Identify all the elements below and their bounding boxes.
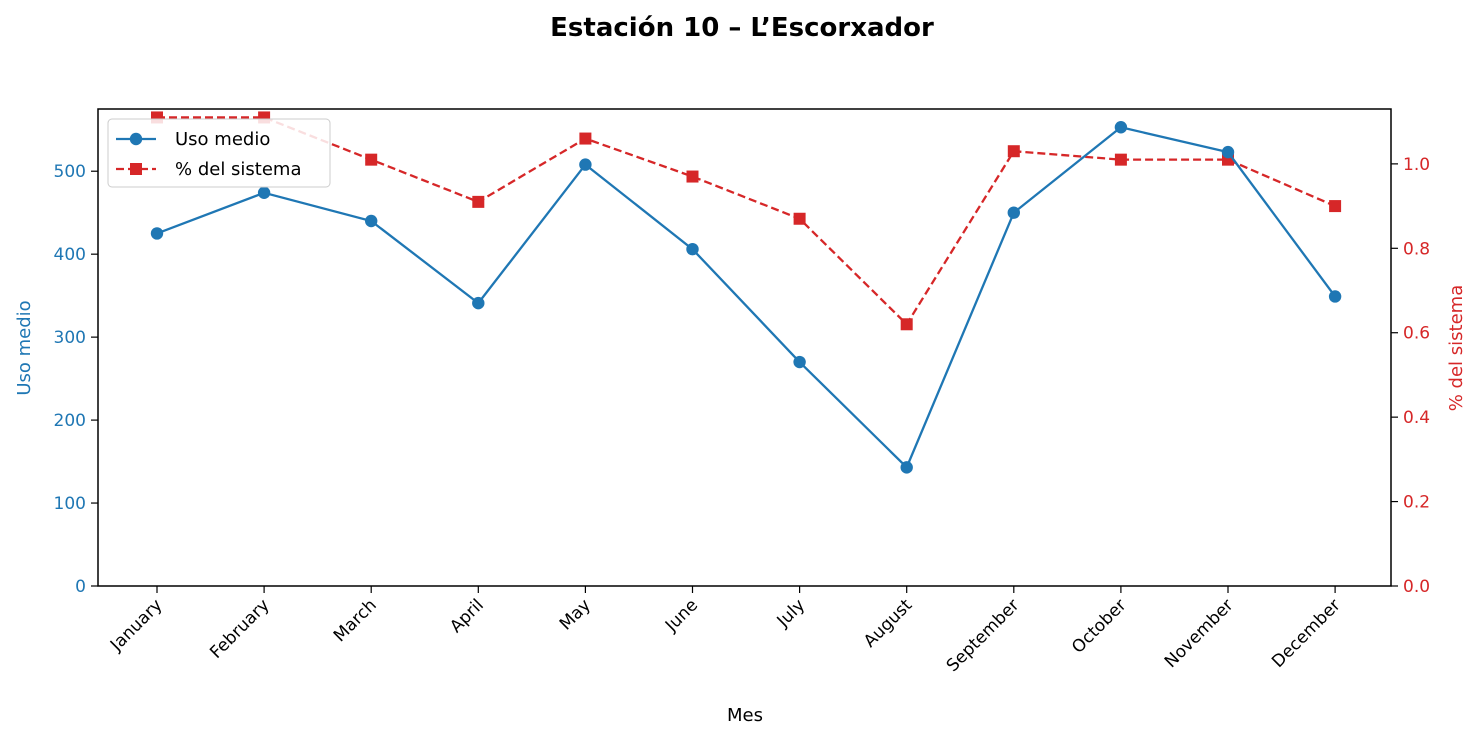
- chart-title: Estación 10 – L’Escorxador: [550, 13, 934, 43]
- y-left-tick-label: 200: [54, 411, 86, 431]
- x-tick-label: December: [1268, 595, 1344, 671]
- y-left-tick-label: 100: [54, 494, 86, 514]
- data-point: [1007, 145, 1020, 158]
- legend-marker: [129, 132, 143, 146]
- x-tick-label: April: [446, 595, 488, 637]
- data-point: [686, 242, 699, 256]
- y-right-tick-label: 1.0: [1403, 155, 1430, 175]
- x-tick-label: August: [860, 595, 916, 651]
- data-point: [579, 158, 592, 171]
- plot-area: [97, 108, 1392, 587]
- data-point: [900, 318, 913, 331]
- data-point: [1221, 145, 1235, 159]
- data-point: [472, 195, 485, 208]
- legend: Uso medio % del sistema: [107, 118, 331, 188]
- y-axis-left-label: Uso medio: [14, 300, 35, 395]
- x-tick-label: June: [661, 595, 702, 636]
- x-tick-label: November: [1161, 595, 1238, 672]
- series-1: [150, 121, 1342, 474]
- axes: January February March April May June July Augu…: [54, 155, 1431, 676]
- series-line: [156, 126, 1337, 470]
- data-point: [257, 186, 271, 199]
- data-point: [1114, 121, 1128, 134]
- legend-marker: [130, 163, 142, 175]
- legend-label: % del sistema: [175, 159, 302, 180]
- data-point: [900, 461, 913, 474]
- legend-box: [107, 118, 331, 188]
- y-right-tick-label: 0.4: [1403, 408, 1430, 428]
- series-layer: [150, 111, 1342, 474]
- data-point: [1328, 290, 1342, 303]
- data-point: [150, 227, 164, 240]
- data-point: [1114, 153, 1127, 166]
- legend-label: Uso medio: [175, 129, 270, 150]
- y-right-tick-label: 0.6: [1403, 324, 1430, 344]
- x-tick-label: March: [330, 595, 381, 646]
- data-point: [686, 170, 699, 183]
- data-point: [365, 153, 378, 166]
- data-point: [793, 355, 806, 369]
- x-tick-label: May: [556, 595, 595, 634]
- plot-frame: [97, 108, 1392, 587]
- y-left-tick-label: 400: [54, 245, 86, 265]
- y-left-tick-label: 0: [75, 577, 86, 597]
- x-tick-label: January: [106, 595, 166, 655]
- data-point: [579, 132, 592, 145]
- data-point: [472, 296, 485, 310]
- x-tick-label: October: [1068, 595, 1130, 657]
- y-left-tick-label: 500: [54, 162, 86, 182]
- data-point: [793, 212, 806, 225]
- x-tick-label: February: [206, 595, 273, 662]
- data-point: [1007, 206, 1020, 219]
- data-point: [365, 214, 378, 228]
- y-right-tick-label: 0.0: [1403, 577, 1430, 597]
- y-right-tick-label: 0.8: [1403, 239, 1430, 259]
- y-right-tick-label: 0.2: [1403, 493, 1430, 513]
- series-line: [157, 116, 1336, 327]
- y-axis-right-label: % del sistema: [1446, 285, 1467, 412]
- x-axis-label: Mes: [727, 705, 763, 726]
- data-point: [1329, 200, 1342, 213]
- x-tick-label: September: [943, 595, 1024, 676]
- x-tick-label: July: [773, 595, 809, 631]
- y-left-tick-label: 300: [54, 328, 86, 348]
